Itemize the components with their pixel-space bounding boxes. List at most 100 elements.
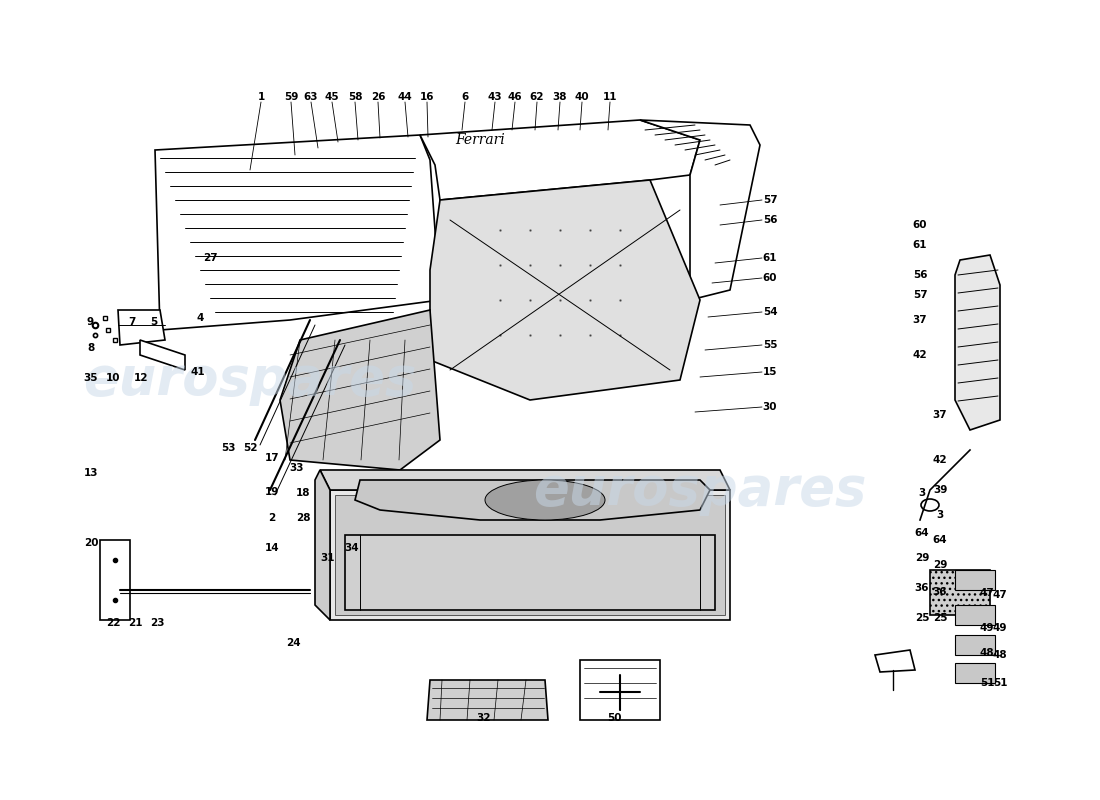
Polygon shape [118, 310, 165, 345]
Text: 3: 3 [918, 488, 925, 498]
Text: 26: 26 [371, 92, 385, 102]
Ellipse shape [921, 499, 939, 511]
Text: 63: 63 [304, 92, 318, 102]
Text: 13: 13 [84, 468, 98, 478]
Text: 47: 47 [992, 590, 1008, 600]
Text: 30: 30 [762, 402, 778, 412]
Polygon shape [100, 540, 130, 620]
Polygon shape [155, 135, 440, 330]
Text: 12: 12 [134, 373, 148, 383]
Ellipse shape [485, 480, 605, 520]
Text: 57: 57 [762, 195, 778, 205]
Text: 37: 37 [913, 315, 927, 325]
Text: 51: 51 [992, 678, 1008, 688]
Text: 44: 44 [397, 92, 412, 102]
Polygon shape [420, 120, 700, 200]
Text: Ferrari: Ferrari [455, 133, 505, 147]
Text: 35: 35 [84, 373, 98, 383]
Text: 18: 18 [296, 488, 310, 498]
Text: 34: 34 [344, 543, 360, 553]
Text: 17: 17 [265, 453, 279, 463]
Text: 2: 2 [268, 513, 276, 523]
Text: 55: 55 [762, 340, 778, 350]
Text: 51: 51 [980, 678, 994, 688]
Text: 38: 38 [552, 92, 568, 102]
Text: 9: 9 [87, 317, 94, 327]
Text: 29: 29 [933, 560, 947, 570]
Text: 40: 40 [574, 92, 590, 102]
Text: 59: 59 [284, 92, 298, 102]
Polygon shape [140, 340, 185, 370]
Text: 27: 27 [202, 253, 218, 263]
Text: 5: 5 [151, 317, 157, 327]
Text: 42: 42 [933, 455, 947, 465]
Text: 8: 8 [87, 343, 95, 353]
Text: 31: 31 [321, 553, 336, 563]
Polygon shape [930, 570, 990, 615]
Text: 56: 56 [762, 215, 778, 225]
Text: 1: 1 [257, 92, 265, 102]
Text: 56: 56 [913, 270, 927, 280]
Text: 57: 57 [913, 290, 927, 300]
Text: 39: 39 [933, 485, 947, 495]
Text: 22: 22 [106, 618, 120, 628]
Text: 28: 28 [296, 513, 310, 523]
Polygon shape [580, 660, 660, 720]
Text: 46: 46 [508, 92, 522, 102]
Text: 52: 52 [243, 443, 257, 453]
Polygon shape [355, 480, 710, 520]
Polygon shape [345, 535, 715, 610]
Bar [955, 635, 996, 655]
Text: 33: 33 [289, 463, 305, 473]
Polygon shape [336, 495, 725, 615]
Polygon shape [955, 255, 1000, 430]
Text: 45: 45 [324, 92, 339, 102]
Text: 4: 4 [196, 313, 204, 323]
Bar [955, 605, 996, 625]
Text: 29: 29 [915, 553, 930, 563]
Text: 41: 41 [190, 367, 206, 377]
Text: 60: 60 [913, 220, 927, 230]
Text: 49: 49 [992, 623, 1008, 633]
Text: 62: 62 [530, 92, 544, 102]
Text: 54: 54 [762, 307, 778, 317]
Text: 16: 16 [420, 92, 434, 102]
Polygon shape [280, 310, 440, 470]
Text: 24: 24 [286, 638, 300, 648]
Bar [955, 570, 996, 590]
Text: 48: 48 [992, 650, 1008, 660]
Polygon shape [320, 470, 730, 490]
Polygon shape [874, 650, 915, 672]
Text: 47: 47 [980, 588, 994, 598]
Text: 21: 21 [128, 618, 142, 628]
Text: 42: 42 [913, 350, 927, 360]
Text: 64: 64 [933, 535, 947, 545]
Text: 43: 43 [487, 92, 503, 102]
Text: eurospares: eurospares [534, 464, 867, 516]
Text: 58: 58 [348, 92, 362, 102]
Text: 25: 25 [915, 613, 930, 623]
Polygon shape [330, 490, 730, 620]
Text: 36: 36 [933, 587, 947, 597]
Bar [955, 663, 996, 683]
Text: 50: 50 [607, 713, 621, 723]
Text: 15: 15 [762, 367, 778, 377]
Text: 53: 53 [221, 443, 235, 453]
Text: 23: 23 [150, 618, 164, 628]
Text: 10: 10 [106, 373, 120, 383]
Text: 37: 37 [933, 410, 947, 420]
Polygon shape [430, 180, 700, 400]
Text: 14: 14 [265, 543, 279, 553]
Text: 11: 11 [603, 92, 617, 102]
Text: eurospares: eurospares [84, 354, 417, 406]
Text: 61: 61 [762, 253, 778, 263]
Text: 36: 36 [915, 583, 930, 593]
Text: 6: 6 [461, 92, 469, 102]
Text: 7: 7 [129, 317, 135, 327]
Text: 49: 49 [980, 623, 994, 633]
Text: 20: 20 [84, 538, 98, 548]
Text: 48: 48 [980, 648, 994, 658]
Text: 25: 25 [933, 613, 947, 623]
Text: 32: 32 [476, 713, 492, 723]
Text: 60: 60 [762, 273, 778, 283]
